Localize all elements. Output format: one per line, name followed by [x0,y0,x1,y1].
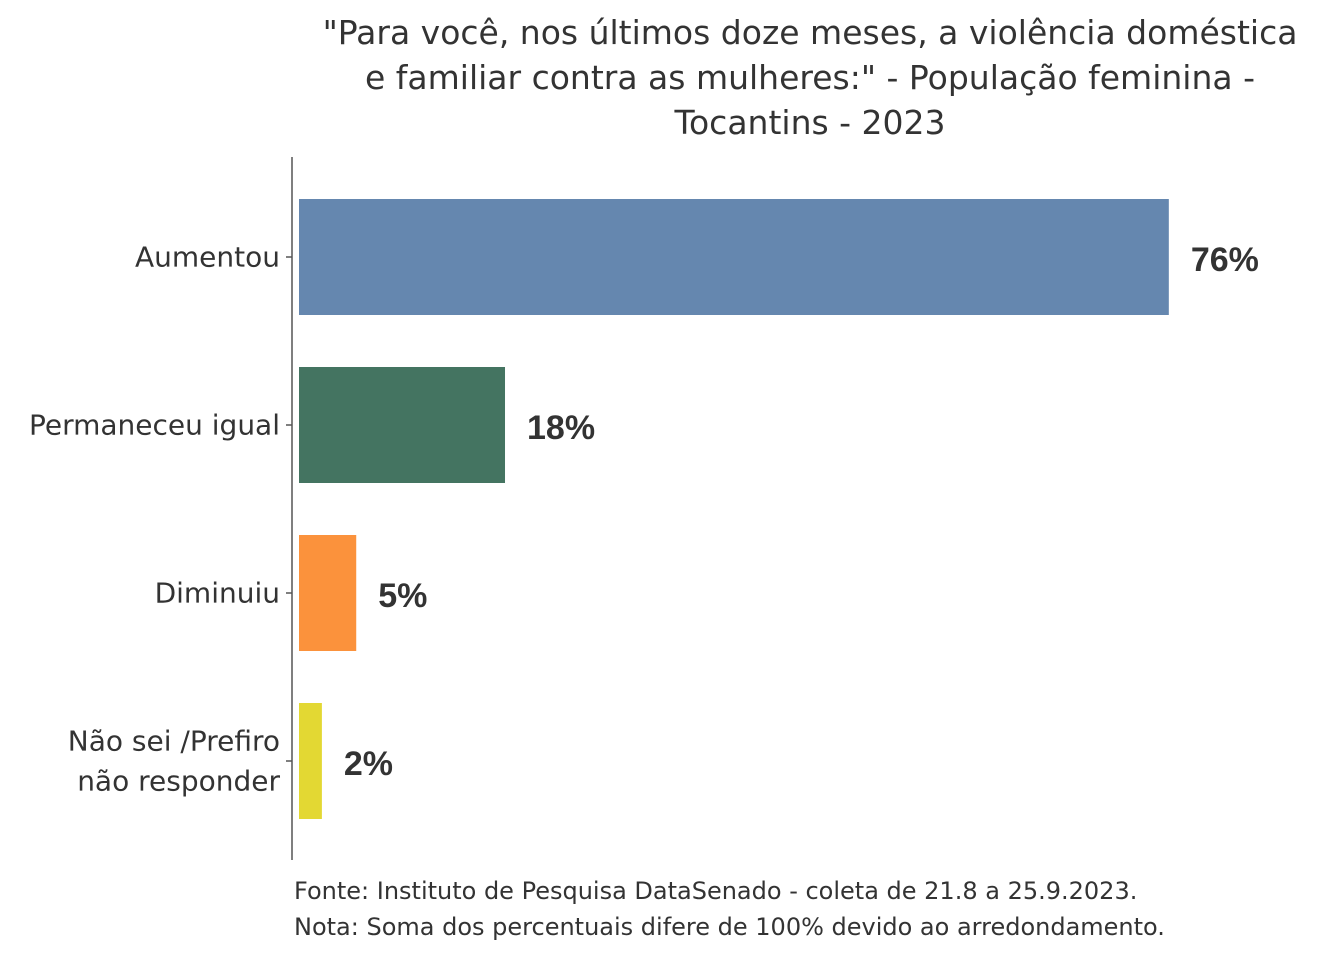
category-label-1-line-1: Aumentou [135,241,280,274]
bar-1 [299,199,1169,315]
category-label-4-line-1: Não sei /Prefiro [68,725,280,758]
bars-layer [299,199,1169,819]
value-labels: 76% 18% 5% 2% [344,241,1259,783]
category-label-3-line-1: Diminuiu [155,577,280,610]
bar-2 [299,367,506,483]
category-label-3: Diminuiu [155,577,280,610]
y-axis-ticks [286,256,292,762]
category-labels: Aumentou Permaneceu igual Diminuiu Não sei … [29,241,281,798]
category-label-1: Aumentou [135,241,280,274]
category-label-2: Permaneceu igual [29,409,280,442]
category-label-2-line-1: Permaneceu igual [29,409,280,442]
category-label-4-line-2: não responder [77,765,280,798]
chart-title-line-2: e familiar contra as mulheres:" - Popula… [365,58,1255,97]
category-label-4: Não sei /Prefiro não responder [68,725,281,798]
bar-3 [299,535,357,651]
chart-title-line-3: Tocantins - 2023 [674,103,946,142]
chart-title: "Para você, nos últimos doze meses, a vi… [290,10,1330,145]
bar-4 [299,703,322,819]
caption-note: Nota: Soma dos percentuais difere de 100… [294,913,1165,941]
caption-source: Fonte: Instituto de Pesquisa DataSenado … [294,877,1138,905]
chart-caption: Fonte: Instituto de Pesquisa DataSenado … [294,873,1165,945]
value-label-2: 18% [527,409,595,447]
value-label-1: 76% [1191,241,1259,279]
value-label-3: 5% [378,577,427,615]
value-label-4: 2% [344,745,393,783]
chart-title-line-1: "Para você, nos últimos doze meses, a vi… [322,13,1298,52]
